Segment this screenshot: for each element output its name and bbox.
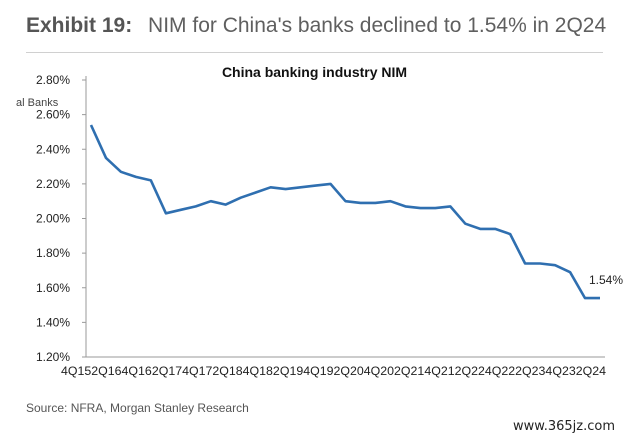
y-tick-label: 2.60% [36,108,70,122]
x-tick-label: 4Q23 [545,366,575,378]
x-tick-label: 4Q18 [243,366,273,378]
x-tick-label: 4Q15 [61,366,91,378]
x-tick-label: 4Q20 [364,366,394,378]
exhibit-label: Exhibit 19: [26,14,133,37]
exhibit-title: Exhibit 19: NIM for China's banks declin… [26,14,606,38]
x-tick-label: 4Q22 [485,366,515,378]
source-note: Source: NFRA, Morgan Stanley Research [26,401,249,415]
x-tick-label: 2Q16 [91,366,121,378]
x-tick-label: 2Q24 [576,366,607,378]
x-tick-label: 4Q16 [122,366,152,378]
x-tick-label: 2Q23 [515,366,545,378]
y-tick-label: 1.80% [36,246,70,260]
exhibit-headline: NIM for China's banks declined to 1.54% … [148,14,607,37]
y-tick-label: 2.20% [36,177,70,191]
title-divider [26,52,603,53]
x-tick-label: 2Q20 [334,366,364,378]
x-tick-label: 2Q22 [455,366,485,378]
data-label-last: 1.54% [589,273,623,287]
x-tick-label: 4Q21 [424,366,454,378]
watermark: www.365jz.com [509,418,619,435]
y-tick-label: 2.00% [36,212,70,226]
legend-label-clipped: al Banks [16,97,59,109]
y-tick-label: 1.20% [36,350,70,364]
x-tick-label: 2Q17 [152,366,182,378]
series-line-nim [89,124,600,300]
x-tick-label: 2Q21 [394,366,424,378]
y-tick-label: 2.40% [36,142,70,156]
y-tick-label: 2.80% [36,73,70,87]
y-tick-label: 1.40% [36,315,70,329]
x-tick-label: 4Q19 [303,366,333,378]
x-tick-label: 2Q19 [273,366,303,378]
x-tick-label: 4Q17 [182,366,212,378]
x-tick-label: 2Q18 [212,366,242,378]
chart-title: China banking industry NIM [221,64,408,80]
y-tick-label: 1.60% [36,281,70,295]
